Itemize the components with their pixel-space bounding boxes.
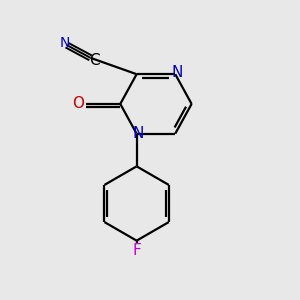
- Text: F: F: [132, 243, 141, 258]
- Text: N: N: [60, 36, 70, 50]
- Text: O: O: [72, 96, 84, 111]
- Text: N: N: [171, 65, 182, 80]
- Text: N: N: [132, 126, 144, 141]
- Text: C: C: [89, 53, 99, 68]
